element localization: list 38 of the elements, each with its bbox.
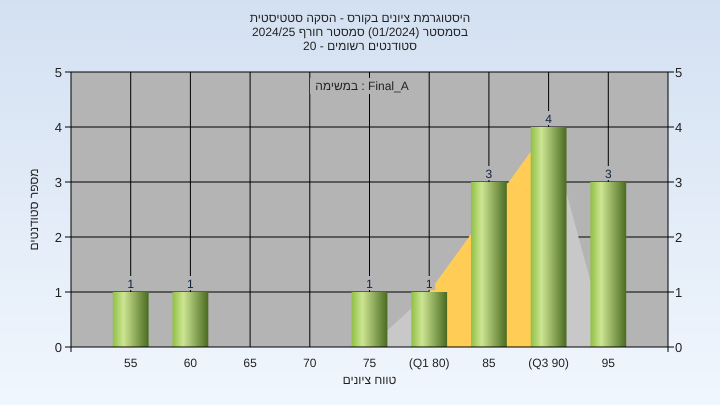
data-label: 1: [187, 277, 194, 291]
y2-tick-label: 1: [675, 285, 682, 300]
bar: [172, 292, 208, 347]
y-tick-label: 4: [54, 120, 62, 135]
x-tick-label: (Q3 90): [528, 356, 569, 370]
y-axis-title: מספר סטודנטים: [27, 168, 41, 251]
x-tick-label: 65: [243, 356, 258, 370]
data-label: 1: [127, 277, 134, 291]
data-label: 3: [604, 167, 612, 181]
y-tick-label: 1: [54, 285, 62, 300]
y2-tick-label: 0: [675, 340, 682, 355]
x-tick-label: 60: [184, 356, 198, 370]
x-tick-label: 70: [303, 356, 317, 370]
y-tick-label: 0: [54, 340, 62, 355]
y2-tick-label: 4: [675, 120, 682, 135]
y-tick-label: 3: [54, 175, 62, 190]
y2-tick-label: 2: [675, 230, 682, 245]
annotation: במשימה : Final_A: [315, 79, 409, 93]
y2-tick-label: 3: [675, 175, 682, 190]
data-label: 1: [366, 277, 374, 291]
x-tick-label: 75: [362, 356, 376, 370]
data-label: 3: [486, 167, 493, 181]
x-tick-label: 85: [482, 356, 496, 370]
chart-subtitle: בסמסטר (01/2024) סמסטר חורף 2024/25 סטודנטים רשומים - 20: [252, 25, 468, 53]
bar: [411, 292, 448, 347]
x-axis-title: טווח ציונים: [342, 373, 397, 387]
y-tick-label: 2: [54, 230, 62, 245]
bar: [352, 292, 388, 347]
bar: [590, 182, 626, 347]
x-tick-label: (Q1 80): [408, 356, 450, 370]
data-label: 1: [426, 277, 433, 291]
y-tick-label: 5: [54, 65, 62, 80]
bar: [112, 292, 149, 347]
data-label: 4: [545, 112, 552, 126]
x-tick-label: 55: [124, 356, 138, 370]
chart-title: היסטוגרמת ציונים בקורס - הסקה סטטיסטית: [250, 11, 470, 25]
x-tick-label: 95: [602, 356, 616, 370]
y2-tick-label: 5: [675, 65, 682, 80]
